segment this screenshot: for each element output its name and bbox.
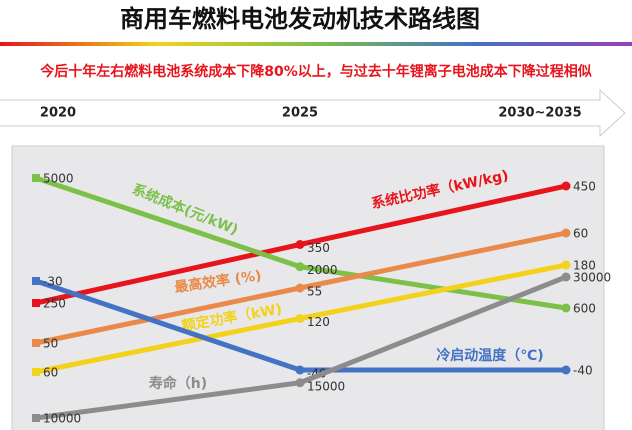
chart-subtitle: 今后十年左右燃料电池系统成本下降80%以上，与过去十年锂离子电池成本下降过程相似 [39,63,592,80]
marker [561,365,571,375]
data-label: -40 [573,364,593,378]
data-label: 120 [307,315,330,329]
x-tick-label: 2030~2035 [498,106,581,121]
marker [32,414,40,422]
legend-label: 寿命（h) [149,375,207,392]
marker [32,299,40,307]
data-label: 250 [43,297,66,311]
marker [561,260,571,270]
marker [561,228,571,238]
legend-label: 冷启动温度（℃) [436,347,543,364]
marker [295,378,305,388]
divider [0,42,632,46]
marker [561,272,571,282]
data-label: 10000 [43,412,81,426]
data-label: 600 [573,302,596,316]
marker [32,174,40,182]
data-label: 55 [307,285,322,299]
data-label: 180 [573,259,596,273]
data-label: 30000 [573,271,611,285]
marker [561,181,571,191]
marker [295,314,305,323]
marker [561,303,571,313]
timeline-arrow [0,88,626,138]
data-label: 350 [307,241,330,255]
marker [295,283,305,293]
data-label: 450 [573,180,596,194]
marker [32,368,40,376]
data-label: 60 [573,227,588,241]
x-tick-label: 2020 [40,106,76,121]
marker [32,277,40,285]
x-tick-label: 2025 [282,106,318,121]
marker [295,365,305,375]
data-label: 50 [43,337,58,351]
marker [295,240,305,249]
marker [295,262,305,272]
data-label: 2000 [307,263,338,277]
marker [32,339,40,347]
data-label: 60 [43,366,58,380]
data-label: 5000 [43,172,74,186]
chart-title: 商用车燃料电池发动机技术路线图 [120,5,480,33]
data-label: -30 [43,275,63,289]
data-label: 15000 [307,379,345,393]
